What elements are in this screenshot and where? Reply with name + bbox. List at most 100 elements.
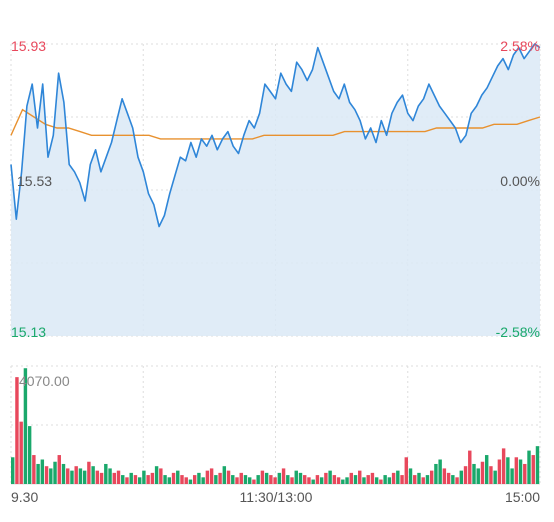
- price-area-fill: [11, 44, 540, 336]
- volume-bar: [23, 368, 28, 484]
- volume-bar: [400, 475, 404, 484]
- volume-bar: [112, 472, 116, 484]
- volume-bar: [303, 475, 307, 484]
- volume-bar: [252, 479, 256, 484]
- volume-bar: [455, 477, 459, 484]
- volume-bar: [446, 472, 451, 484]
- volume-bar: [184, 477, 188, 484]
- volume-bar: [273, 477, 277, 484]
- volume-bar: [468, 450, 472, 484]
- volume-bar: [11, 457, 15, 484]
- volume-bar: [336, 477, 341, 484]
- volume-bar: [535, 446, 540, 484]
- volume-bars: [11, 368, 540, 484]
- volume-bar: [95, 470, 100, 484]
- volume-bar: [44, 466, 49, 484]
- volume-bar: [438, 459, 442, 484]
- volume-bar: [231, 475, 235, 484]
- volume-bar: [404, 457, 409, 484]
- volume-bar: [146, 475, 150, 484]
- volume-bar: [328, 470, 332, 484]
- volume-bar: [167, 477, 172, 484]
- volume-bar: [531, 455, 535, 484]
- volume-bar: [429, 470, 434, 484]
- volume-bar: [391, 472, 396, 484]
- volume-bar: [49, 468, 53, 484]
- volume-bar: [19, 421, 23, 484]
- time-mid-label: 11:30/13:00: [240, 489, 313, 505]
- volume-bar: [379, 479, 383, 484]
- volume-bar: [66, 468, 70, 484]
- volume-bar: [243, 475, 248, 484]
- volume-bar: [472, 463, 476, 484]
- volume-bar: [349, 472, 353, 484]
- volume-bar: [353, 475, 358, 484]
- volume-bar: [82, 470, 87, 484]
- volume-max-label: 4070.00: [19, 373, 70, 389]
- volume-bar: [307, 477, 311, 484]
- volume-bar: [116, 470, 121, 484]
- volume-bar: [87, 461, 91, 484]
- volume-bar: [358, 470, 362, 484]
- volume-bar: [459, 470, 464, 484]
- volume-bar: [311, 479, 315, 484]
- volume-bar: [408, 468, 413, 484]
- volume-bar: [125, 477, 129, 484]
- volume-bar: [362, 477, 366, 484]
- volume-bar: [32, 455, 36, 484]
- volume-bar: [451, 475, 455, 484]
- volume-bar: [319, 477, 324, 484]
- price-area: [10, 43, 541, 336]
- volume-bar: [171, 472, 176, 484]
- volume-bar: [104, 463, 108, 484]
- price-min-label: 15.13: [11, 324, 46, 340]
- volume-bar: [518, 459, 523, 484]
- volume-bar: [99, 472, 104, 484]
- volume-bar: [281, 468, 286, 484]
- volume-bar: [180, 475, 184, 484]
- time-start-label: 9.30: [11, 489, 38, 505]
- volume-bar: [374, 477, 379, 484]
- volume-bar: [523, 463, 527, 484]
- volume-bar: [74, 466, 78, 484]
- volume-bar: [484, 455, 489, 484]
- volume-bar: [142, 470, 146, 484]
- volume-bar: [108, 468, 112, 484]
- volume-bar: [176, 470, 180, 484]
- volume-bar: [506, 457, 510, 484]
- volume-bar: [345, 477, 349, 484]
- volume-bar: [163, 475, 167, 484]
- volume-bar: [413, 475, 417, 484]
- volume-bar: [226, 470, 231, 484]
- volume-bar: [205, 470, 210, 484]
- volume-bar: [387, 477, 392, 484]
- volume-bar: [36, 463, 40, 484]
- volume-bar: [421, 477, 425, 484]
- volume-bar: [91, 466, 95, 484]
- time-end-label: 15:00: [505, 489, 540, 505]
- volume-bar: [137, 477, 142, 484]
- volume-bar: [463, 466, 468, 484]
- pct-min-label: -2.58%: [496, 324, 540, 340]
- price-mid-label: 15.53: [17, 173, 52, 189]
- volume-bar: [192, 475, 197, 484]
- volume-bar: [53, 461, 57, 484]
- volume-bar: [61, 463, 66, 484]
- volume-bar: [256, 475, 260, 484]
- price-line: [10, 43, 541, 228]
- volume-bar: [497, 459, 502, 484]
- volume-bar: [15, 377, 19, 484]
- volume-bar: [480, 461, 485, 484]
- volume-bar: [514, 457, 519, 484]
- volume-bar: [417, 472, 421, 484]
- volume-bar: [315, 475, 320, 484]
- volume-bar: [269, 475, 273, 484]
- volume-bar: [27, 426, 32, 484]
- volume-bar: [239, 472, 243, 484]
- volume-bar: [324, 472, 328, 484]
- volume-bar: [70, 470, 74, 484]
- volume-bar: [425, 475, 430, 484]
- volume-bar: [40, 459, 45, 484]
- volume-bar: [383, 475, 387, 484]
